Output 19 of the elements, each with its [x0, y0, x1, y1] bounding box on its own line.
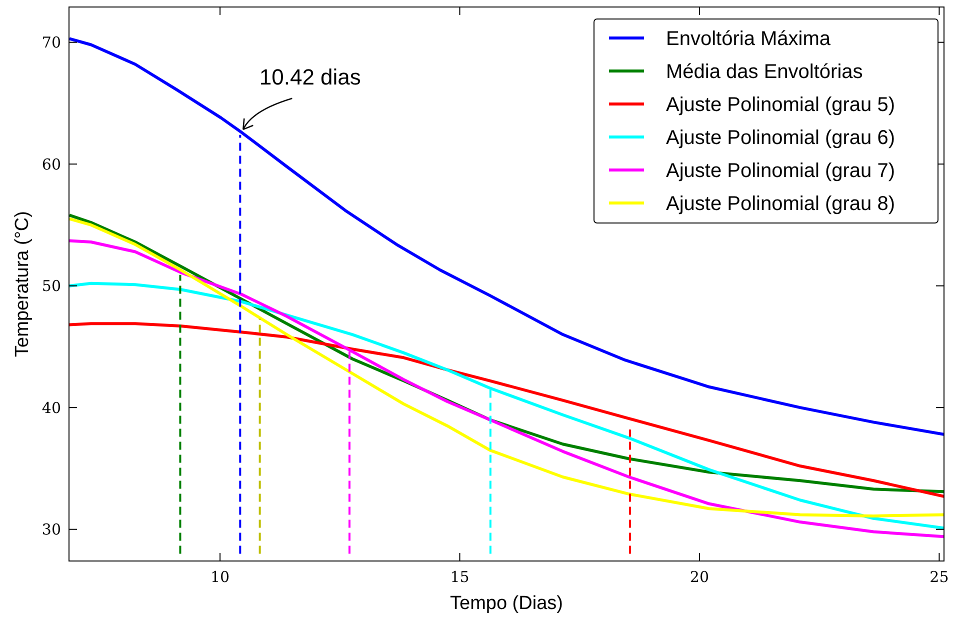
legend-label: Ajuste Polinomial (grau 7)	[666, 160, 895, 182]
legend-label: Ajuste Polinomial (grau 8)	[666, 193, 895, 215]
y-tick-label: 60	[42, 155, 61, 174]
line-series	[69, 322, 944, 498]
legend-label: Envoltória Máxima	[666, 28, 832, 50]
annotation: 10.42 dias	[259, 64, 361, 90]
legend-label: Ajuste Polinomial (grau 5)	[666, 94, 895, 116]
x-axis-title: Tempo (Dias)	[450, 593, 563, 614]
y-tick-label: 70	[42, 34, 61, 52]
legend-label: Média das Envoltórias	[666, 61, 863, 83]
x-tick-label: 20	[690, 568, 710, 586]
x-tick-label: 15	[450, 568, 470, 586]
y-tick-label: 40	[42, 398, 61, 417]
y-axis-title: Temperatura (°C)	[12, 211, 33, 357]
x-tick-label: 25	[930, 568, 949, 586]
x-tick-label: 10	[210, 568, 230, 586]
legend-label: Ajuste Polinomial (grau 6)	[666, 127, 895, 149]
y-tick-label: 50	[42, 277, 61, 296]
y-tick-label: 30	[42, 520, 61, 539]
